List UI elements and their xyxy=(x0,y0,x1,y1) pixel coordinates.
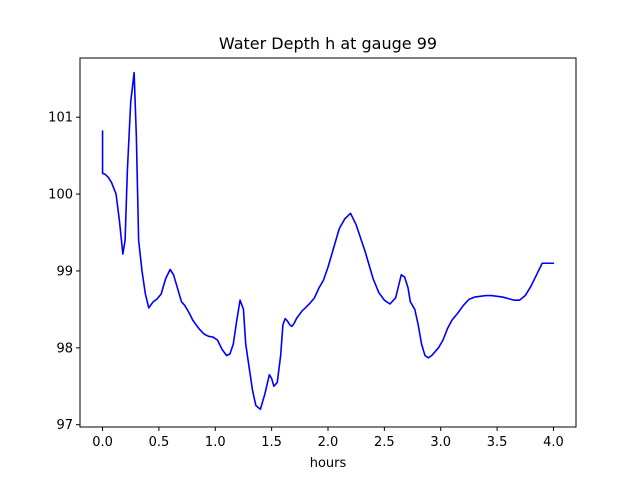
x-tick-label: 0.0 xyxy=(92,435,113,450)
x-tick-label: 3.5 xyxy=(487,435,508,450)
axes-frame xyxy=(79,57,577,428)
x-tick-label: 0.5 xyxy=(149,435,170,450)
series-line-0 xyxy=(101,71,555,411)
y-tick-label: 100 xyxy=(48,188,73,203)
y-tick-label: 97 xyxy=(56,418,73,433)
chart-title: Water Depth h at gauge 99 xyxy=(219,34,437,53)
x-axis-ticks: 0.0 0.5 1.0 1.5 2.0 2.5 3.0 3.5 4.0 xyxy=(92,427,564,450)
y-tick-label: 101 xyxy=(48,111,73,126)
y-tick-label: 99 xyxy=(56,264,73,279)
x-tick-label: 3.0 xyxy=(430,435,451,450)
x-axis-label: hours xyxy=(310,456,347,471)
x-tick-label: 1.5 xyxy=(261,435,282,450)
plot-area xyxy=(101,71,555,411)
x-tick-label: 2.0 xyxy=(318,435,339,450)
y-axis-ticks: 97 98 99 100 101 xyxy=(48,111,80,433)
x-tick-label: 1.0 xyxy=(205,435,226,450)
x-tick-label: 4.0 xyxy=(543,435,564,450)
x-tick-label: 2.5 xyxy=(374,435,395,450)
y-tick-label: 98 xyxy=(56,341,73,356)
